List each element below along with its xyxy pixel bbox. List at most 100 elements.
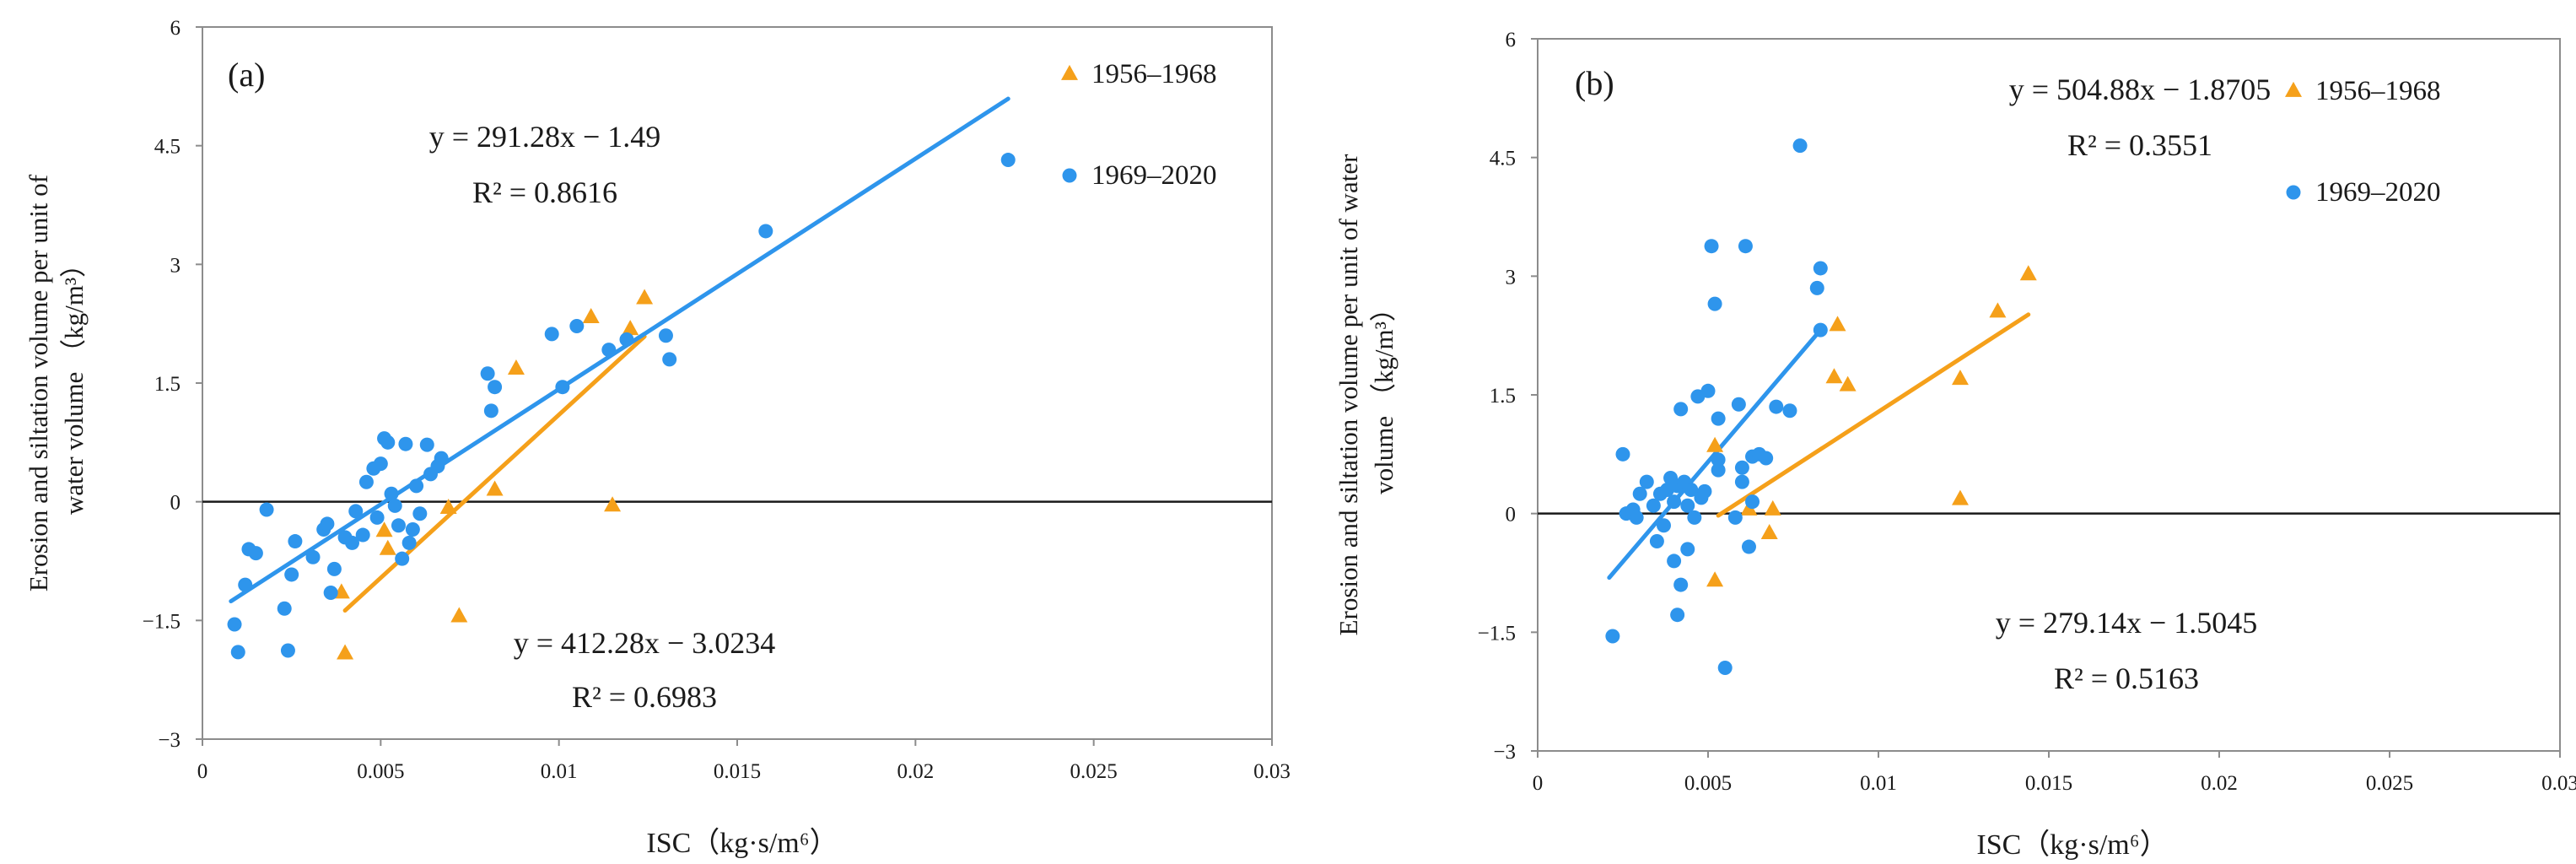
chart-a-legend-label: 1969–2020 bbox=[1091, 160, 1217, 191]
chart-b-x-tick-label: 0 bbox=[1533, 772, 1544, 795]
data-point-circle bbox=[380, 435, 396, 450]
data-point-triangle bbox=[1951, 370, 1969, 386]
data-point-circle bbox=[1711, 411, 1726, 426]
chart-b-legend-marker-triangle bbox=[2285, 81, 2302, 97]
chart-a-x-tick-label: 0.03 bbox=[1253, 760, 1291, 783]
data-point-circle bbox=[288, 534, 303, 549]
data-point-circle bbox=[555, 380, 570, 395]
data-point-circle bbox=[1734, 460, 1749, 475]
data-point-circle bbox=[401, 535, 417, 550]
data-point-circle bbox=[1809, 280, 1824, 295]
data-point-triangle bbox=[337, 644, 354, 660]
chart-b-series-1969-2020 bbox=[1605, 138, 1828, 676]
data-point-circle bbox=[1813, 322, 1828, 338]
data-point-circle bbox=[384, 486, 399, 501]
data-point-circle bbox=[1792, 138, 1808, 154]
chart-a-x-tick-label: 0.015 bbox=[714, 760, 761, 783]
data-point-circle bbox=[1745, 494, 1760, 510]
data-point-triangle bbox=[450, 607, 468, 623]
chart-a-y-tick-label: 0 bbox=[170, 492, 181, 515]
chart-a-x-tick-label: 0.005 bbox=[357, 760, 404, 783]
chart-a-trendline-1956-1968 bbox=[342, 334, 647, 613]
chart-b-x-tick-label: 0.02 bbox=[2201, 772, 2238, 795]
data-point-circle bbox=[1704, 239, 1719, 254]
data-point-triangle bbox=[1760, 523, 1778, 539]
chart-b-legend-label: 1969–2020 bbox=[2315, 177, 2441, 208]
data-point-circle bbox=[1707, 296, 1722, 311]
data-point-circle bbox=[1700, 383, 1716, 398]
data-point-circle bbox=[230, 645, 245, 660]
chart-a-y-tick-label: 6 bbox=[170, 17, 181, 40]
data-point-circle bbox=[320, 516, 335, 532]
chart-a-x-tick-label: 0.01 bbox=[541, 760, 578, 783]
data-point-circle bbox=[1667, 554, 1682, 569]
data-point-circle bbox=[1711, 462, 1726, 478]
data-point-circle bbox=[483, 403, 498, 418]
data-point-circle bbox=[284, 567, 299, 582]
chart-a-x-tick-label: 0.02 bbox=[897, 760, 934, 783]
data-point-triangle bbox=[622, 320, 639, 336]
chart-b-svg: 0 0.005 0.01 0.015 0.02 0.025 0.03 −3 −1.5 0 1.5 3 4… bbox=[1334, 29, 2576, 861]
data-point-circle bbox=[1000, 153, 1016, 168]
data-point-circle bbox=[405, 521, 420, 537]
data-point-circle bbox=[398, 436, 413, 451]
data-point-circle bbox=[238, 577, 253, 592]
data-point-circle bbox=[1649, 533, 1664, 548]
chart-a-x-tick-label: 0.025 bbox=[1070, 760, 1118, 783]
data-point-circle bbox=[1782, 403, 1797, 418]
data-point-circle bbox=[345, 535, 360, 550]
data-point-circle bbox=[480, 366, 495, 381]
data-point-circle bbox=[412, 506, 428, 521]
data-point-circle bbox=[387, 498, 402, 513]
chart-b-legend-marker-circle bbox=[2286, 185, 2301, 200]
chart-a-x-axis-title: ISC（kg·s/m⁶） bbox=[646, 827, 838, 859]
chart-panel-a: 0 0.005 0.01 0.015 0.02 0.025 0.03 −3 −1.5 0 1.5 3 4… bbox=[24, 17, 1291, 859]
data-point-circle bbox=[1680, 542, 1695, 557]
data-point-circle bbox=[1639, 474, 1654, 489]
data-point-triangle bbox=[439, 499, 457, 515]
data-point-triangle bbox=[375, 521, 393, 537]
chart-a-x-tick-label: 0 bbox=[197, 760, 208, 783]
data-point-triangle bbox=[1839, 375, 1857, 392]
data-point-circle bbox=[1632, 486, 1647, 501]
data-point-circle bbox=[619, 332, 634, 347]
chart-b-x-tick-label: 0.01 bbox=[1860, 772, 1897, 795]
data-point-circle bbox=[1656, 518, 1671, 533]
data-point-circle bbox=[601, 343, 617, 358]
chart-b-y-tick-label: −1.5 bbox=[1478, 622, 1516, 645]
chart-b-x-tick-label: 0.015 bbox=[2025, 772, 2072, 795]
chart-b-y-tick-label: −3 bbox=[1493, 741, 1516, 764]
data-point-circle bbox=[1711, 452, 1726, 467]
chart-panel-b: 0 0.005 0.01 0.015 0.02 0.025 0.03 −3 −1.5 0 1.5 3 4… bbox=[1288, 0, 2576, 864]
chart-a-r2-1969-2020: R² = 0.8616 bbox=[472, 176, 617, 209]
chart-a-legend-marker-circle bbox=[1062, 168, 1077, 183]
chart-a-y-tick-label: −3 bbox=[158, 729, 181, 752]
chart-b-equation-1956-1968: y = 279.14x − 1.5045 bbox=[1996, 606, 2258, 640]
chart-a-y-tick-label: 1.5 bbox=[154, 373, 181, 396]
data-point-triangle bbox=[486, 480, 504, 496]
data-point-circle bbox=[1731, 397, 1746, 412]
data-point-triangle bbox=[2019, 265, 2037, 281]
chart-b-y-tick-label: 1.5 bbox=[1490, 385, 1516, 408]
chart-a-equation-1969-2020: y = 291.28x − 1.49 bbox=[429, 120, 661, 154]
chart-b-y-tick-label: 4.5 bbox=[1490, 148, 1516, 170]
chart-b-series-1956-1968 bbox=[1706, 265, 2037, 587]
chart-a-equation-1956-1968: y = 412.28x − 3.0234 bbox=[514, 626, 776, 660]
data-point-circle bbox=[1813, 261, 1828, 276]
data-point-circle bbox=[544, 327, 559, 342]
data-point-circle bbox=[1667, 494, 1682, 510]
data-point-circle bbox=[391, 518, 406, 533]
chart-b-r2-1969-2020: R² = 0.3551 bbox=[2067, 128, 2212, 162]
data-point-triangle bbox=[1825, 368, 1843, 384]
data-point-circle bbox=[1680, 498, 1695, 513]
data-point-triangle bbox=[507, 359, 525, 375]
chart-b-y-axis-title-line: Erosion and siltation volume per unit of… bbox=[1334, 154, 1363, 635]
data-point-circle bbox=[1673, 577, 1689, 592]
data-point-circle bbox=[248, 546, 263, 561]
data-point-circle bbox=[1738, 239, 1753, 254]
chart-b-y-axis-title-line: volume （kg/m³） bbox=[1369, 295, 1398, 494]
data-point-circle bbox=[277, 601, 292, 616]
data-point-circle bbox=[1734, 474, 1749, 489]
data-point-circle bbox=[1673, 402, 1689, 417]
data-point-circle bbox=[1741, 539, 1756, 554]
